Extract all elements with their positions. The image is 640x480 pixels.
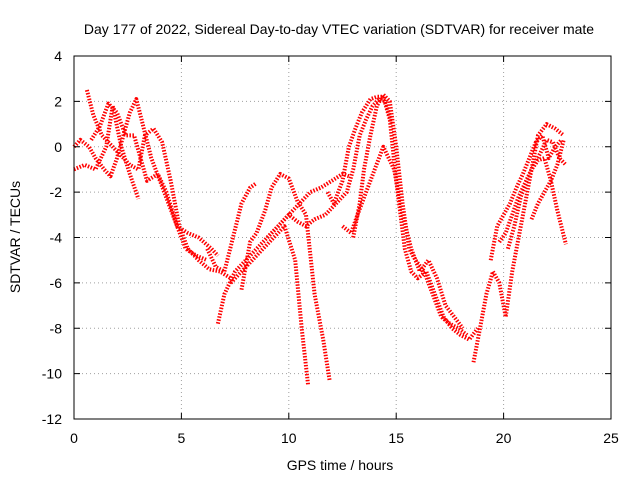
y-tick-label: -6: [50, 275, 63, 291]
series-layer: [72, 89, 568, 386]
y-tick-label: 4: [54, 48, 62, 64]
series-1-trace: [84, 89, 232, 280]
y-tick-label: 2: [54, 93, 62, 109]
series-7-trace: [229, 224, 311, 386]
chart-title: Day 177 of 2022, Sidereal Day-to-day VTE…: [84, 21, 594, 37]
x-axis-label: GPS time / hours: [287, 457, 394, 473]
series-11-trace: [351, 92, 469, 337]
x-tick-label: 20: [496, 430, 512, 446]
y-tick-label: 0: [54, 139, 62, 155]
x-tick-label: 5: [178, 430, 186, 446]
series-5-trace: [215, 172, 350, 325]
series-17-trace: [529, 139, 566, 221]
series-14-trace: [488, 133, 564, 261]
y-axis-label: SDTVAR / TECUs: [7, 181, 23, 293]
series-16-trace: [505, 137, 568, 250]
series-12-trace: [341, 144, 465, 330]
series-4-trace: [89, 101, 220, 258]
y-tick-label: -12: [42, 411, 62, 427]
series-6-trace: [205, 181, 258, 274]
series-2-trace: [72, 97, 208, 263]
y-tick-label: -4: [50, 230, 63, 246]
y-tick-label: -10: [42, 366, 62, 382]
y-tick-label: -8: [50, 320, 63, 336]
series-13-trace: [471, 122, 565, 363]
x-tick-label: 15: [388, 430, 404, 446]
y-tick-label: -2: [50, 184, 63, 200]
series-3-trace: [73, 103, 141, 200]
series-10-trace: [325, 94, 480, 342]
series-8-trace: [239, 172, 332, 381]
series-9-trace: [265, 97, 394, 239]
grid-lines: [74, 56, 611, 419]
x-tick-label: 25: [603, 430, 619, 446]
x-tick-label: 0: [70, 430, 78, 446]
x-tick-label: 10: [281, 430, 297, 446]
